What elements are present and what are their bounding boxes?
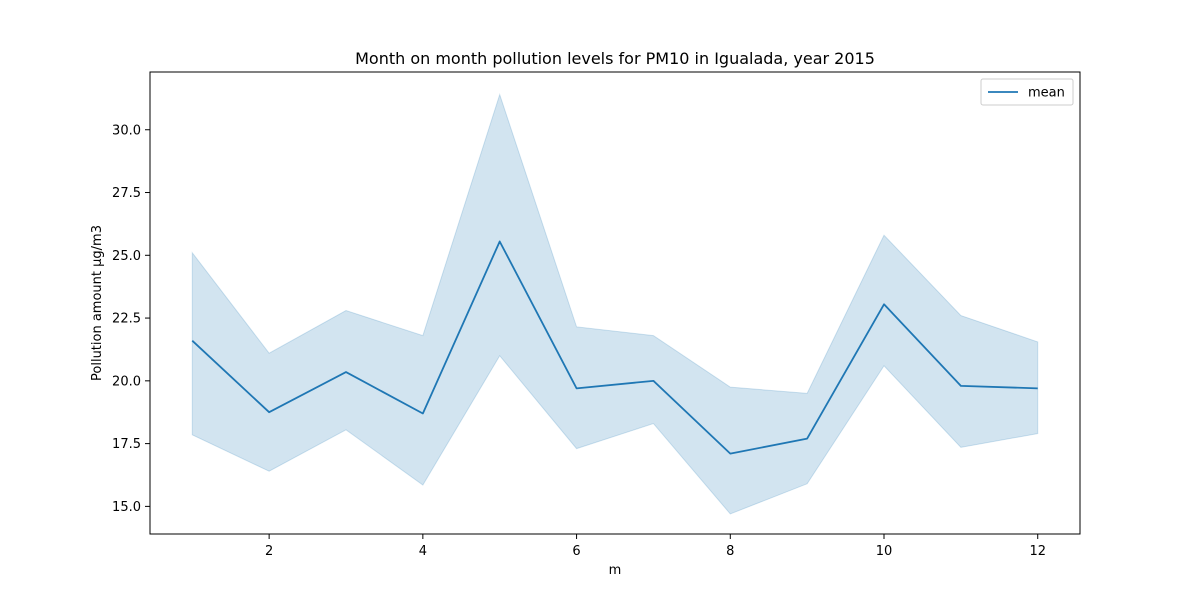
confidence-band [191, 92, 1039, 515]
y-tick-label: 30.0 [112, 123, 141, 138]
x-tick-label: 12 [1029, 544, 1046, 559]
y-tick-label: 27.5 [112, 186, 141, 201]
plot-area [149, 71, 1081, 535]
x-axis-ticks: 2 4 6 8 10 12 [265, 534, 1046, 559]
x-tick-label: 10 [876, 544, 893, 559]
legend-label-mean: mean [1028, 86, 1065, 101]
y-tick-label: 22.5 [112, 312, 141, 327]
x-tick-label: 4 [419, 544, 427, 559]
legend: mean [980, 78, 1074, 106]
y-axis-ticks: 15.0 17.5 20.0 22.5 25.0 27.5 30.0 [112, 123, 150, 515]
x-tick-label: 8 [726, 544, 734, 559]
x-axis-label: m [609, 563, 622, 578]
chart-title: Month on month pollution levels for PM10… [355, 49, 875, 68]
confidence-band-layer [191, 92, 1039, 515]
y-tick-label: 15.0 [112, 500, 141, 515]
series-line-layer [191, 240, 1038, 455]
legend-box [980, 78, 1074, 106]
x-tick-label: 6 [572, 544, 580, 559]
y-tick-label: 25.0 [112, 249, 141, 264]
series-line-mean [191, 240, 1038, 455]
y-axis-label: Pollution amount µg/m3 [90, 225, 105, 381]
y-tick-label: 20.0 [112, 374, 141, 389]
x-tick-label: 2 [265, 544, 273, 559]
y-tick-label: 17.5 [112, 437, 141, 452]
